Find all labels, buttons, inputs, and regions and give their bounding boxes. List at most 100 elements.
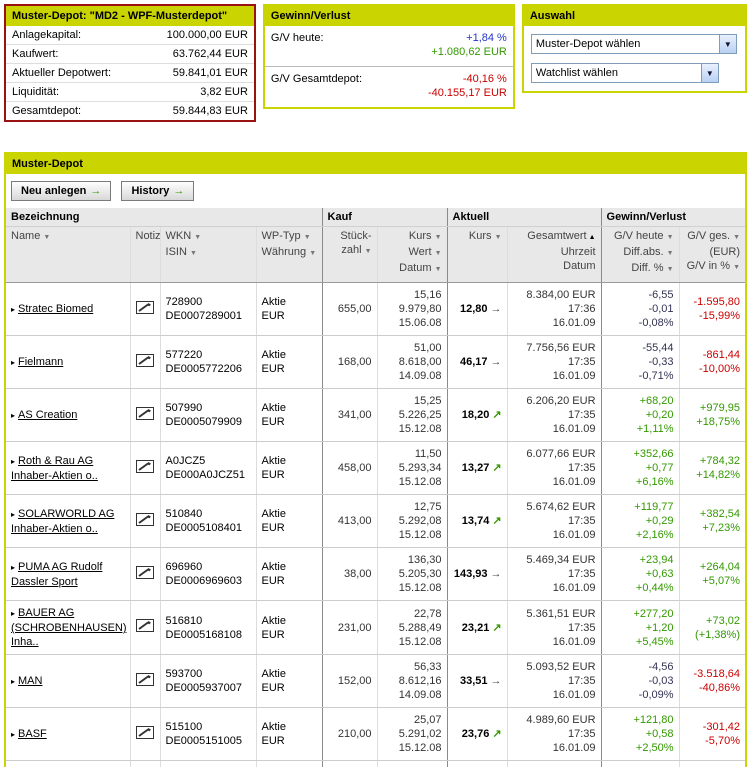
position-name-link[interactable]: BASF [18, 727, 47, 740]
kauf-kurs-value: 136,30 [407, 554, 442, 566]
kauf-datum-value: 15.12.08 [398, 476, 442, 488]
sort-down-icon: ▼ [733, 264, 740, 271]
sort-down-icon: ▼ [194, 234, 202, 241]
column-header-stueckzahl[interactable]: Stück- zahl ▼ [321, 226, 378, 283]
sort-down-icon: ▼ [666, 250, 674, 257]
watchlist-select[interactable]: Watchlist wählen ▼ [530, 63, 719, 83]
column-header-gesamtwert[interactable]: Gesamtwert ▲ Uhrzeit Datum [506, 226, 602, 283]
gesamtwert-value: 5.093,52 EUR [526, 661, 596, 673]
note-edit-icon[interactable] [136, 672, 154, 689]
kauf-kurs-value: 25,07 [414, 714, 442, 726]
kauf-datum-value: 14.09.08 [398, 370, 442, 382]
header-label: (EUR) [709, 246, 740, 258]
column-header-wkn-isin[interactable]: WKN ▼ ISIN ▼ [159, 226, 257, 283]
gesamtwert-value: 4.989,60 EUR [526, 714, 596, 726]
position-name-link[interactable]: SOLARWORLD AG Inhaber-Aktien o.. [11, 507, 115, 535]
diff-abs-value: +1,20 [645, 621, 674, 634]
column-header-kurs[interactable]: Kurs ▼ [446, 226, 508, 283]
kauf-cell: 51,00 8.618,00 14.09.08 [376, 335, 448, 389]
note-edit-icon[interactable] [136, 512, 154, 529]
kauf-wert-value: 8.618,00 [398, 356, 442, 368]
group-gewinn-verlust: Gewinn/Verlust [600, 208, 745, 227]
uhrzeit-value: 17:35 [568, 568, 596, 580]
top-panels: Muster-Depot: "MD2 - WPF-Musterdepot" An… [4, 4, 747, 122]
position-name-link[interactable]: Stratec Biomed [18, 302, 94, 315]
name-cell: ▸ BAUER AG (SCHROBENHAUSEN) Inha.. [6, 600, 130, 655]
stueckzahl-cell: 655,00 [321, 282, 378, 336]
sort-down-icon: ▼ [189, 250, 197, 257]
kauf-wert-value: 5.291,02 [398, 728, 442, 740]
note-edit-icon[interactable] [136, 353, 154, 370]
uhrzeit-value: 17:35 [568, 409, 596, 421]
table-row: ▸ BASF 515100 DE0005151005 Aktie EUR 210,… [6, 707, 745, 761]
kauf-wert-value: 9.979,80 [398, 303, 442, 315]
musterdepot-select[interactable]: Muster-Depot wählen ▼ [530, 34, 737, 54]
group-bezeichnung: Bezeichnung [6, 208, 161, 227]
diff-abs-value: -0,01 [648, 303, 674, 315]
note-edit-icon[interactable] [136, 300, 154, 317]
table-row: ▸ SOLARWORLD AG Inhaber-Aktien o.. 510840… [6, 494, 745, 548]
kauf-datum-value: 15.12.08 [398, 635, 442, 648]
gv-ges-eur-value: +264,04 [699, 561, 740, 573]
wp-typ-value: Aktie [261, 614, 286, 627]
kauf-cell: 12,75 5.292,08 15.12.08 [376, 494, 448, 548]
watchlist-select-value: Watchlist wählen [535, 67, 618, 79]
position-name-link[interactable]: Roth & Rau AG Inhaber-Aktien o.. [11, 454, 98, 482]
column-header-name[interactable]: Name ▼ [6, 226, 130, 283]
column-header-gv-heute[interactable]: G/V heute ▼ Diff.abs. ▼ Diff. % ▼ [600, 226, 680, 283]
note-edit-icon[interactable] [136, 619, 154, 635]
note-edit-icon[interactable] [136, 725, 154, 742]
kurs-cell: 23,76 ↗ [446, 707, 508, 761]
isin-value: DE0005108401 [165, 522, 242, 534]
datum-value: 16.01.09 [552, 423, 596, 435]
history-button[interactable]: History → [121, 181, 195, 201]
gv-ges-cell: -861,44 -10,00% [678, 335, 745, 389]
chevron-down-icon[interactable]: ▼ [718, 35, 736, 53]
diff-pct-value: +0,44% [635, 582, 674, 594]
diff-abs-value: +0,77 [645, 462, 674, 474]
header-label: Stück- [340, 230, 372, 242]
trend-icon: ↗ [492, 728, 502, 740]
position-name-link[interactable]: BAUER AG (SCHROBENHAUSEN) Inha.. [11, 607, 127, 648]
gesamtwert-cell: 4.989,60 EUR 17:35 16.01.09 [506, 707, 602, 761]
position-name-link[interactable]: PUMA AG Rudolf Dassler Sport [11, 560, 103, 588]
kauf-cell: 22,78 5.288,49 15.12.08 [376, 600, 448, 655]
gv-ges-cell: +382,54 +7,23% [678, 494, 745, 548]
summary-value: 59.841,01 EUR [172, 67, 248, 79]
kauf-wert-value: 5.226,25 [398, 409, 442, 421]
table-row: ▸ BAUER AG (SCHROBENHAUSEN) Inha.. 516810… [6, 600, 745, 655]
isin-value: DE0007289001 [165, 310, 242, 322]
sort-down-icon: ▼ [303, 234, 311, 241]
notiz-cell [129, 760, 161, 767]
header-label: Währung [261, 246, 307, 258]
gv-ges-cell: +73,02 (+1,38%) [678, 600, 745, 655]
note-edit-icon[interactable] [136, 565, 154, 582]
note-edit-icon[interactable] [136, 406, 154, 423]
position-name-link[interactable]: AS Creation [18, 408, 78, 421]
notiz-cell [129, 494, 161, 548]
position-name-link[interactable]: Fielmann [18, 355, 64, 368]
gv-ges-cell: -1.595,80 -15,99% [678, 282, 745, 336]
name-cell: ▸Elexis [6, 760, 130, 767]
new-depot-button[interactable]: Neu anlegen → [11, 181, 112, 201]
notiz-cell [129, 441, 161, 495]
gesamtwert-cell: 5.361,51 EUR 17:35 16.01.09 [506, 600, 602, 655]
gv-total-percent: -40,16 % [462, 73, 507, 85]
diff-abs-value: -0,03 [648, 675, 674, 687]
gv-ges-cell: +784,32 +14,82% [678, 441, 745, 495]
wptyp-waehrung-cell: Aktie EUR [255, 388, 323, 442]
note-edit-icon[interactable] [136, 459, 154, 476]
column-header-gv-ges[interactable]: G/V ges. ▼ (EUR) G/V in % ▼ [678, 226, 745, 283]
column-header-wptyp-waehrung[interactable]: WP-Typ ▼ Währung ▼ [255, 226, 323, 283]
depot-summary-title: Muster-Depot: "MD2 - WPF-Musterdepot" [6, 6, 254, 26]
chevron-down-icon[interactable]: ▼ [700, 64, 718, 82]
column-header-kauf-kurs-wert-datum[interactable]: Kurs ▼ Wert ▼ Datum ▼ [376, 226, 448, 283]
diff-abs-value: +0,20 [645, 409, 674, 421]
position-name-link[interactable]: MAN [18, 674, 43, 687]
gv-today-percent: +1,84 % [466, 32, 507, 44]
bullet-icon: ▸ [11, 562, 16, 572]
sort-down-icon: ▼ [43, 234, 51, 241]
wkn-isin-cell: 593700 DE0005937007 [159, 654, 257, 708]
diff-abs-value: +0,58 [645, 728, 674, 740]
